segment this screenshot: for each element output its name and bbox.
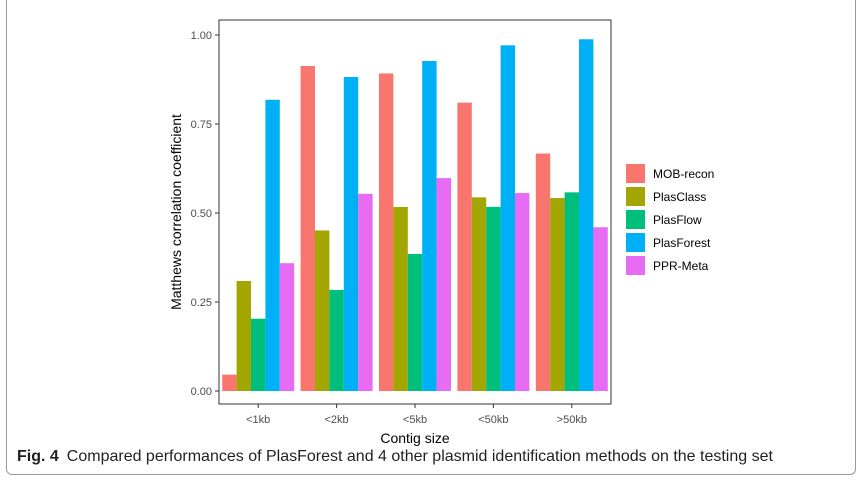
y-tick-label: 0.00 bbox=[191, 386, 212, 398]
x-tick-label: <1kb bbox=[246, 414, 270, 426]
bar-mob-recon-1 bbox=[300, 65, 315, 391]
x-tick-label: <2kb bbox=[325, 414, 349, 426]
legend-label: MOB-recon bbox=[653, 167, 714, 181]
bar-plasforest-1 bbox=[343, 77, 359, 391]
caption-text: Compared performances of PlasForest and … bbox=[66, 448, 773, 465]
legend: MOB-recon PlasClass PlasFlow PlasForest PPR-… bbox=[626, 164, 714, 275]
legend-label: PPR-Meta bbox=[653, 259, 709, 273]
legend-label: PlasForest bbox=[653, 236, 711, 250]
bar-plasclass-3 bbox=[471, 197, 487, 391]
legend-swatch bbox=[626, 256, 645, 275]
bar-mob-recon-0 bbox=[222, 374, 237, 391]
bar-mob-recon-3 bbox=[457, 102, 472, 391]
x-tick-label: >50kb bbox=[557, 414, 587, 426]
bar-plasforest-3 bbox=[500, 45, 515, 391]
bar-plasforest-4 bbox=[579, 39, 594, 392]
bar-plasforest-2 bbox=[422, 60, 437, 392]
bar-chart: 0.00 0.25 0.50 0.75 1.00 <1kb <2kb <5kb <50kb >5… bbox=[168, 19, 714, 446]
bar-plasflow-0 bbox=[251, 318, 266, 391]
legend-swatch bbox=[626, 164, 645, 183]
bar-ppr-meta-3 bbox=[515, 193, 530, 391]
figure-border bbox=[6, 0, 856, 475]
bar-ppr-meta-0 bbox=[279, 263, 295, 391]
x-axis-label: Contig size bbox=[380, 430, 449, 446]
bar-mob-recon-2 bbox=[379, 73, 394, 391]
bar-plasflow-2 bbox=[407, 253, 423, 391]
y-tick-label: 1.00 bbox=[191, 30, 212, 42]
legend-label: PlasFlow bbox=[653, 213, 702, 227]
figure-label: Fig. 4 bbox=[17, 448, 59, 465]
x-tick-label: <50kb bbox=[478, 414, 508, 426]
x-tick-label: <5kb bbox=[403, 414, 427, 426]
y-axis-label: Matthews correlation coefficient bbox=[168, 114, 184, 310]
bar-plasclass-1 bbox=[315, 230, 330, 391]
legend-swatch bbox=[626, 187, 645, 206]
y-tick-label: 0.25 bbox=[191, 297, 212, 309]
bar-ppr-meta-2 bbox=[436, 178, 451, 391]
legend-label: PlasClass bbox=[653, 190, 706, 204]
bar-plasclass-2 bbox=[393, 206, 408, 391]
bar-plasforest-0 bbox=[265, 99, 280, 391]
bar-plasflow-1 bbox=[329, 289, 344, 391]
figure-caption: Fig. 4 Compared performances of PlasFores… bbox=[17, 448, 857, 466]
bar-plasflow-4 bbox=[564, 192, 579, 391]
y-tick-label: 0.50 bbox=[191, 208, 212, 220]
bar-ppr-meta-1 bbox=[358, 193, 373, 391]
bar-ppr-meta-4 bbox=[593, 227, 608, 391]
legend-swatch bbox=[626, 233, 645, 252]
bar-plasclass-4 bbox=[550, 198, 565, 391]
bar-mob-recon-4 bbox=[535, 153, 551, 391]
y-tick-label: 0.75 bbox=[191, 119, 212, 131]
bar-plasclass-0 bbox=[236, 281, 251, 391]
bar-plasflow-3 bbox=[486, 206, 501, 391]
legend-swatch bbox=[626, 210, 645, 229]
